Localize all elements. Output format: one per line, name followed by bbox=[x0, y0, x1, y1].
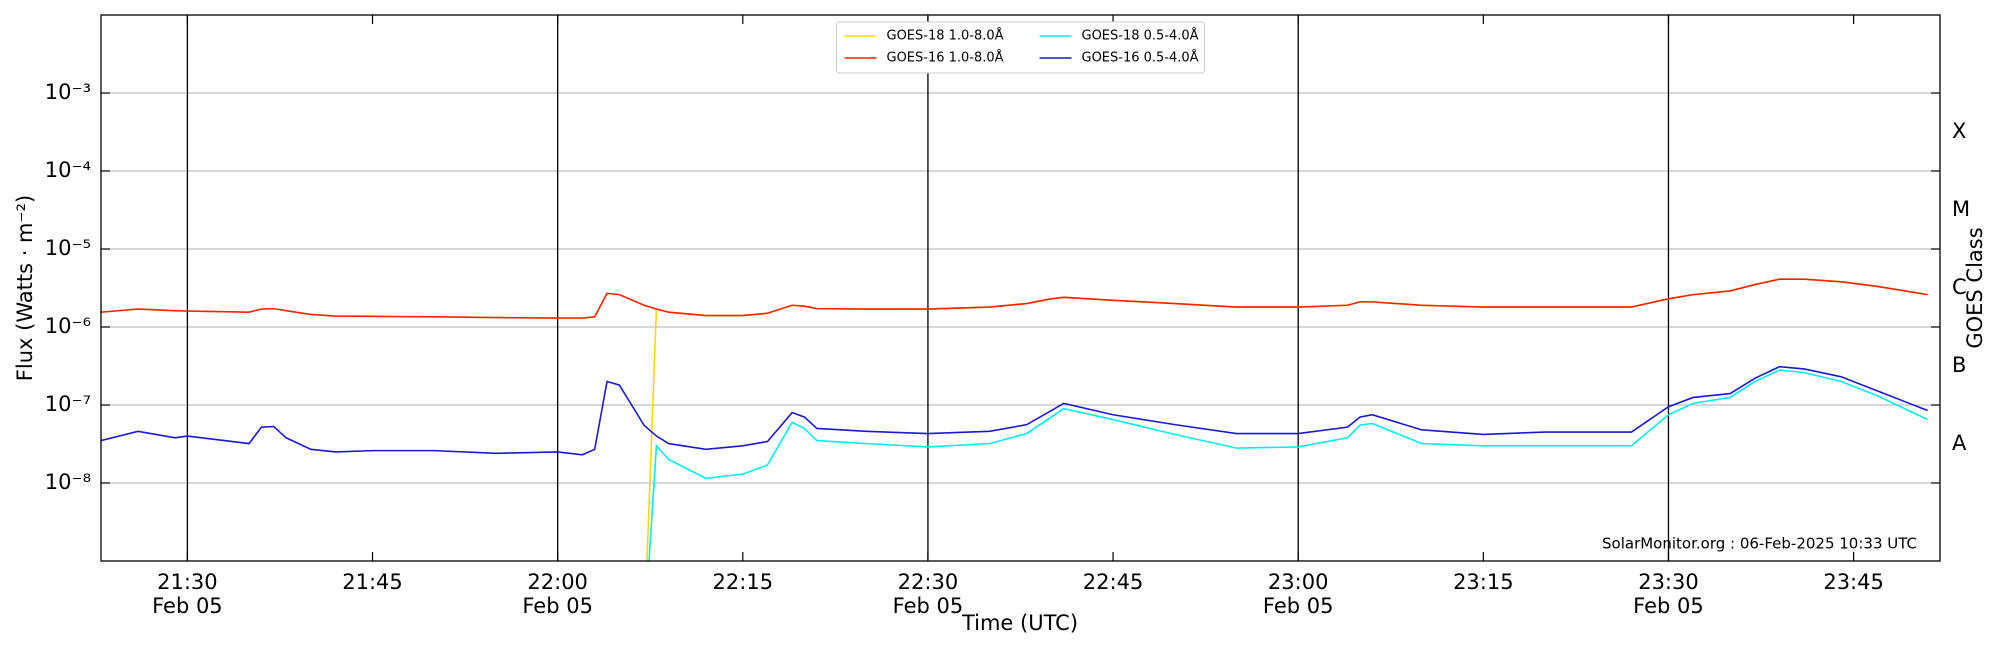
x-tick-label: 23:30 bbox=[1638, 570, 1699, 594]
legend-label: GOES-16 1.0-8.0Å bbox=[887, 50, 1004, 66]
series-line bbox=[101, 365, 1928, 456]
legend-label: GOES-18 0.5-4.0Å bbox=[1082, 28, 1199, 44]
x-tick-label: 22:30 bbox=[898, 570, 959, 594]
x-tick-label: Feb 05 bbox=[1633, 594, 1704, 618]
y2-tick-label: X bbox=[1952, 119, 1966, 143]
y2-tick-label: C bbox=[1952, 275, 1967, 299]
x-tick-label: 23:00 bbox=[1268, 570, 1329, 594]
x-tick-label: Feb 05 bbox=[893, 594, 964, 618]
series-line bbox=[648, 369, 1929, 561]
x-tick-label: Feb 05 bbox=[522, 594, 593, 618]
x-tick-label: Feb 05 bbox=[152, 594, 223, 618]
y2-tick-label: B bbox=[1952, 353, 1966, 377]
x-tick-label: 23:45 bbox=[1823, 570, 1884, 594]
legend-box bbox=[836, 21, 1205, 74]
y2-tick-label: A bbox=[1952, 431, 1967, 455]
y2-axis-label: GOES Class bbox=[1963, 227, 1987, 348]
x-tick-label: 22:15 bbox=[713, 570, 774, 594]
y-tick-label: 10⁻³ bbox=[45, 80, 91, 104]
y-tick-label: 10⁻⁴ bbox=[45, 158, 91, 182]
y2-tick-label: M bbox=[1952, 197, 1970, 221]
y-axis-label: Flux (Watts · m⁻²) bbox=[13, 195, 37, 381]
x-tick-label: 22:45 bbox=[1083, 570, 1144, 594]
annotation: SolarMonitor.org : 06-Feb-2025 10:33 UTC bbox=[1602, 535, 1917, 553]
plot-frame bbox=[100, 14, 1941, 562]
legend-label: GOES-16 0.5-4.0Å bbox=[1082, 50, 1199, 66]
y-tick-label: 10⁻⁸ bbox=[45, 470, 91, 494]
x-axis-label: Time (UTC) bbox=[961, 611, 1078, 635]
x-tick-label: 21:45 bbox=[342, 570, 403, 594]
legend-label: GOES-18 1.0-8.0Å bbox=[887, 28, 1004, 44]
y-tick-label: 10⁻⁵ bbox=[45, 236, 91, 260]
plot-area bbox=[101, 278, 1929, 561]
x-tick-label: 23:15 bbox=[1453, 570, 1514, 594]
x-tick-label: 21:30 bbox=[157, 570, 218, 594]
x-tick-label: 22:00 bbox=[527, 570, 588, 594]
y-tick-label: 10⁻⁶ bbox=[45, 314, 91, 338]
x-tick-label: Feb 05 bbox=[1263, 594, 1334, 618]
series-line bbox=[101, 278, 1928, 319]
y-tick-label: 10⁻⁷ bbox=[45, 392, 91, 416]
